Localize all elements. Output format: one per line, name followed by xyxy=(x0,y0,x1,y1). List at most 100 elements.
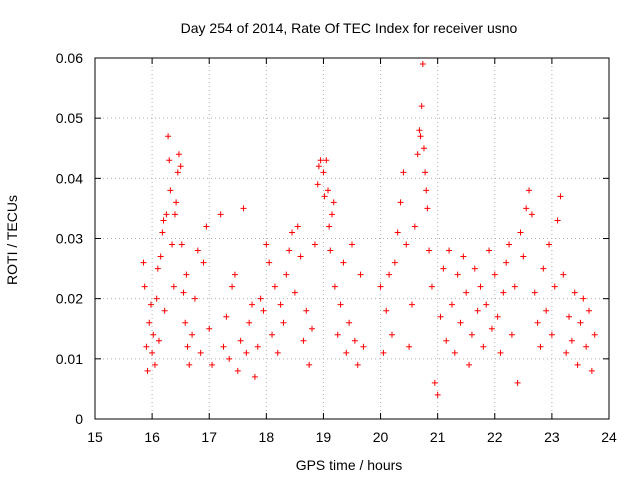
data-point xyxy=(357,271,364,278)
data-point xyxy=(346,319,353,326)
data-point xyxy=(591,331,598,338)
data-point xyxy=(537,343,544,350)
x-tick-label: 17 xyxy=(201,429,217,445)
data-point xyxy=(443,337,450,344)
data-point xyxy=(406,343,413,350)
data-point xyxy=(588,367,595,374)
data-point xyxy=(149,349,156,356)
data-point xyxy=(551,283,558,290)
data-point xyxy=(182,319,189,326)
data-point xyxy=(460,253,467,260)
data-point xyxy=(203,223,210,230)
data-point xyxy=(223,313,230,320)
data-point xyxy=(326,223,333,230)
data-point xyxy=(160,217,167,224)
data-point xyxy=(289,229,296,236)
data-point xyxy=(280,319,287,326)
data-point xyxy=(500,289,507,296)
data-point xyxy=(314,181,321,188)
data-point xyxy=(440,265,447,272)
data-point xyxy=(234,367,241,374)
data-point xyxy=(486,247,493,254)
data-point xyxy=(163,211,170,218)
data-point xyxy=(146,319,153,326)
data-point xyxy=(175,151,182,158)
data-point xyxy=(166,157,173,164)
data-point xyxy=(394,229,401,236)
data-point xyxy=(320,169,327,176)
data-point xyxy=(157,253,164,260)
data-points xyxy=(140,61,598,398)
data-point xyxy=(471,265,478,272)
data-point xyxy=(167,187,174,194)
x-tick-label: 18 xyxy=(259,429,275,445)
data-point xyxy=(418,103,425,110)
x-tick-label: 21 xyxy=(430,429,446,445)
data-point xyxy=(237,337,244,344)
data-point xyxy=(351,337,358,344)
data-point xyxy=(391,259,398,266)
data-point xyxy=(143,343,150,350)
data-point xyxy=(577,319,584,326)
x-tick-label: 16 xyxy=(144,429,160,445)
data-point xyxy=(306,361,313,368)
data-point xyxy=(141,283,148,290)
data-point xyxy=(334,331,341,338)
data-point xyxy=(254,343,261,350)
data-point xyxy=(417,133,424,140)
data-point xyxy=(349,241,355,248)
data-point xyxy=(419,61,426,68)
y-tick-label: 0.02 xyxy=(56,291,83,307)
data-point xyxy=(197,349,204,356)
data-point xyxy=(557,193,564,200)
data-point xyxy=(340,259,347,266)
data-point xyxy=(170,283,177,290)
data-point xyxy=(560,271,567,278)
data-point xyxy=(400,169,407,176)
data-point xyxy=(420,145,427,152)
data-point xyxy=(548,331,555,338)
data-point xyxy=(397,199,404,206)
data-point xyxy=(517,229,524,236)
data-point xyxy=(343,349,350,356)
data-point xyxy=(327,247,334,254)
data-point xyxy=(331,283,338,290)
data-point xyxy=(554,217,561,224)
data-point xyxy=(329,211,336,218)
data-point xyxy=(540,265,547,272)
data-point xyxy=(309,325,316,332)
data-point xyxy=(171,211,178,218)
data-point xyxy=(194,247,201,254)
data-point xyxy=(531,289,538,296)
data-point xyxy=(165,133,172,140)
data-point xyxy=(480,343,487,350)
data-point xyxy=(294,223,301,230)
data-point xyxy=(180,289,187,296)
data-point xyxy=(388,331,395,338)
data-point xyxy=(580,295,587,302)
data-point xyxy=(184,343,191,350)
data-point xyxy=(274,349,281,356)
data-point xyxy=(283,271,290,278)
data-point xyxy=(330,199,337,206)
data-point xyxy=(311,241,318,248)
data-point xyxy=(147,301,154,308)
data-point xyxy=(426,247,433,254)
data-point xyxy=(506,241,513,248)
data-point xyxy=(191,295,198,302)
data-point xyxy=(246,319,253,326)
data-point xyxy=(161,307,168,314)
data-point xyxy=(323,157,330,164)
x-tick-label: 24 xyxy=(601,429,617,445)
data-point xyxy=(416,127,423,134)
y-tick-label: 0 xyxy=(75,411,83,427)
data-point xyxy=(503,259,510,266)
data-point xyxy=(183,271,190,278)
data-point xyxy=(380,349,387,356)
y-tick-label: 0.06 xyxy=(56,50,83,66)
data-point xyxy=(546,241,553,248)
data-point xyxy=(286,247,293,254)
data-point xyxy=(266,259,273,266)
x-tick-label: 15 xyxy=(87,429,103,445)
